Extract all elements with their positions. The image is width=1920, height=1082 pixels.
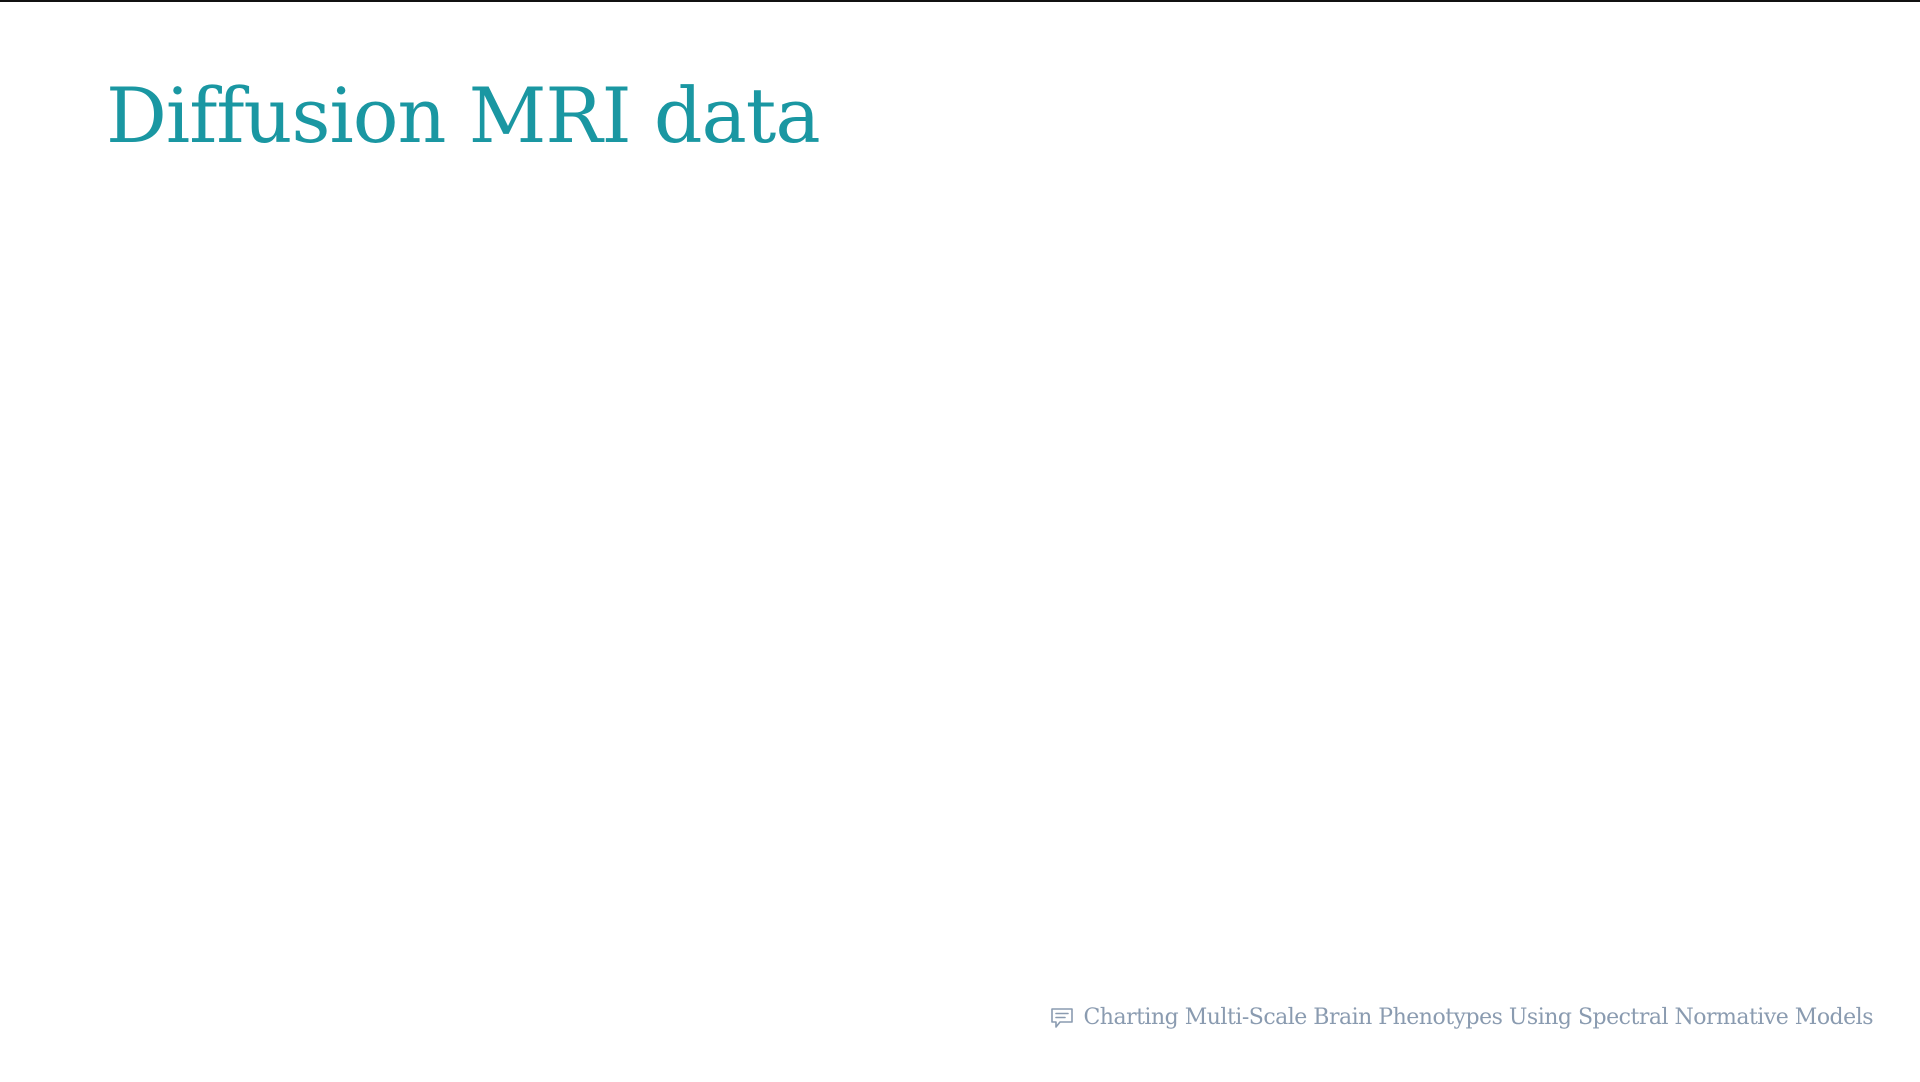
presentation-title-footer: Charting Multi-Scale Brain Phenotypes Us… bbox=[1083, 1005, 1873, 1030]
slide-footer: Charting Multi-Scale Brain Phenotypes Us… bbox=[1049, 1005, 1873, 1031]
top-border bbox=[0, 0, 1920, 2]
comment-icon[interactable] bbox=[1049, 1005, 1075, 1031]
slide-title: Diffusion MRI data bbox=[106, 71, 821, 160]
